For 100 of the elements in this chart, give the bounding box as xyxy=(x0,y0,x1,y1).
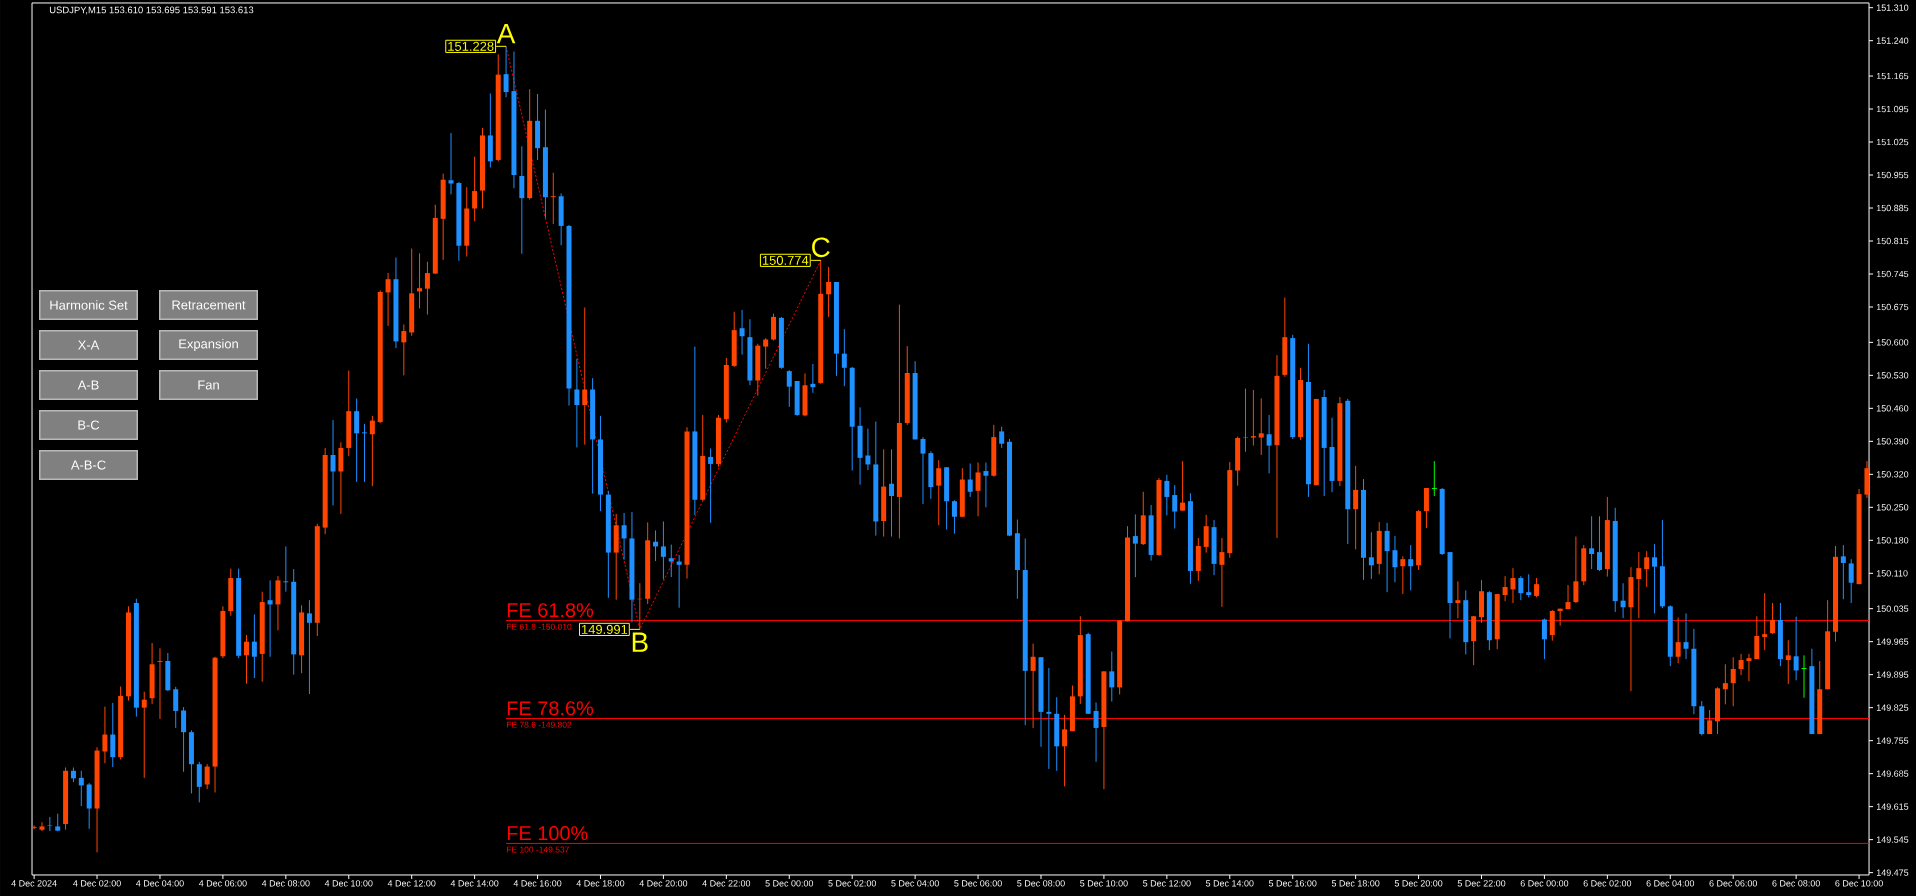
candlestick xyxy=(385,272,391,327)
candlestick xyxy=(857,406,863,486)
candlestick xyxy=(495,53,501,162)
candlestick xyxy=(1738,653,1744,676)
candlestick xyxy=(1274,354,1280,539)
y-tick-label: 150.955 xyxy=(1876,171,1909,179)
x-tick-label: 5 Dec 08:00 xyxy=(1017,880,1065,887)
x-tick-label: 4 Dec 16:00 xyxy=(513,880,562,887)
candlestick xyxy=(999,426,1005,449)
candlestick xyxy=(920,436,926,505)
annotation: 150.774 xyxy=(762,255,809,265)
candlestick xyxy=(1801,654,1808,699)
candlestick xyxy=(613,513,619,601)
candlestick xyxy=(1479,579,1484,624)
candlestick xyxy=(763,337,769,370)
candlestick xyxy=(723,357,729,423)
candlestick xyxy=(1408,544,1414,591)
annotation: C xyxy=(812,237,830,258)
candlestick xyxy=(1164,474,1170,516)
candlestick xyxy=(1030,643,1036,729)
candlestick xyxy=(991,424,997,478)
candlestick xyxy=(566,224,572,407)
candlestick xyxy=(244,634,249,685)
candlestick xyxy=(1463,589,1469,655)
x-tick-label: 4 Dec 02:00 xyxy=(73,880,121,887)
y-tick-label: 149.825 xyxy=(1876,704,1909,711)
candlestick xyxy=(621,512,627,561)
annotation: X-A xyxy=(78,340,100,350)
candlestick xyxy=(1785,639,1791,685)
candlestick xyxy=(1368,531,1374,580)
candlestick xyxy=(1636,551,1642,619)
candlestick xyxy=(409,248,415,337)
y-tick-label: 151.165 xyxy=(1876,72,1909,80)
candlestick xyxy=(1195,537,1201,582)
y-tick-label: 149.895 xyxy=(1876,671,1909,678)
candlestick xyxy=(1683,612,1689,660)
candlestick xyxy=(32,824,37,830)
y-tick-label: 150.250 xyxy=(1876,504,1909,511)
y-tick-label: 151.095 xyxy=(1876,105,1909,113)
y-tick-label: 149.615 xyxy=(1876,803,1909,810)
candlestick xyxy=(975,462,981,517)
candlestick xyxy=(1707,709,1713,735)
candlestick xyxy=(715,414,721,468)
annotation: 151.228 xyxy=(448,41,494,51)
candlestick xyxy=(849,366,855,472)
candlestick xyxy=(1305,343,1311,498)
candlestick xyxy=(1148,504,1154,562)
candlestick xyxy=(1376,521,1382,575)
candlestick xyxy=(1762,592,1768,651)
candlestick xyxy=(1573,536,1579,604)
candlestick xyxy=(236,568,242,659)
annotation: 149.991 xyxy=(581,624,628,634)
y-tick-label: 150.460 xyxy=(1876,405,1909,412)
candlestick xyxy=(912,360,918,440)
candlestick xyxy=(86,782,92,830)
candlestick xyxy=(330,419,336,506)
y-tick-label: 149.545 xyxy=(1876,836,1909,843)
y-tick-label: 149.755 xyxy=(1876,737,1909,744)
candlestick xyxy=(881,448,887,538)
annotation: Fan xyxy=(198,380,219,390)
candlestick xyxy=(1423,487,1429,529)
candlestick xyxy=(1494,593,1500,650)
candlestick xyxy=(456,181,462,262)
candlestick xyxy=(1203,514,1209,554)
candlestick xyxy=(1007,438,1013,537)
candlestick xyxy=(1581,544,1587,586)
candlestick xyxy=(1140,491,1146,546)
candlestick xyxy=(747,318,753,386)
candlestick xyxy=(1541,618,1547,660)
candlestick xyxy=(361,423,367,483)
candlestick xyxy=(841,328,847,387)
candlestick xyxy=(401,323,407,376)
candlestick xyxy=(63,767,69,831)
candlestick xyxy=(1093,701,1099,763)
candlestick xyxy=(432,204,438,275)
x-tick-label: 5 Dec 02:00 xyxy=(828,880,877,887)
candlestick xyxy=(1211,519,1217,576)
y-tick-label: 149.475 xyxy=(1876,869,1909,876)
annotation: Retracement xyxy=(172,300,246,310)
x-tick-label: 4 Dec 04:00 xyxy=(136,880,184,887)
x-tick-label: 5 Dec 04:00 xyxy=(891,880,939,887)
candlestick xyxy=(708,447,714,524)
candlestick xyxy=(1754,615,1760,660)
candlestick xyxy=(141,691,147,779)
x-tick-label: 6 Dec 10:00 xyxy=(1835,880,1883,887)
annotation: B xyxy=(632,632,648,652)
candlestick xyxy=(1282,297,1288,378)
x-tick-label: 6 Dec 08:00 xyxy=(1772,880,1820,887)
x-tick-label: 5 Dec 20:00 xyxy=(1394,880,1443,887)
candlestick xyxy=(1534,577,1540,598)
candlestick xyxy=(251,613,257,679)
candlestick xyxy=(692,346,698,516)
candlestick xyxy=(1069,685,1075,732)
candlestick xyxy=(1227,461,1233,559)
candlestick xyxy=(826,266,832,318)
candlestick xyxy=(1101,670,1107,790)
candlestick xyxy=(1848,558,1854,604)
candlestick xyxy=(1510,567,1516,604)
y-tick-label: 150.885 xyxy=(1876,204,1909,212)
y-tick-label: 149.685 xyxy=(1876,770,1909,777)
